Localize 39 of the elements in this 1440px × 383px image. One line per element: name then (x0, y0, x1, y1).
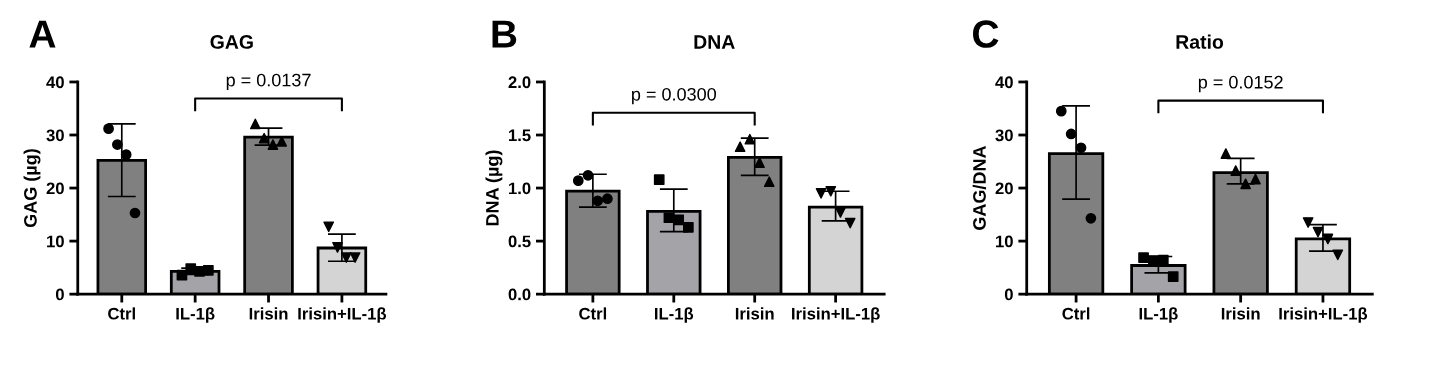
x-tick-label: IL-1β (176, 307, 215, 323)
y-tick-label: 20 (995, 182, 1013, 195)
y-axis-title: GAG/DNA (972, 145, 987, 230)
x-tick-label: Irisin (249, 307, 288, 320)
chart-title: GAG (210, 35, 253, 49)
y-axis-title: DNA (µg) (485, 150, 503, 226)
text: A (29, 20, 56, 48)
text: B (492, 20, 517, 48)
y-axis-title: GAG (µg) (23, 149, 41, 228)
chart-title: Ratio (1176, 34, 1224, 49)
y-tick-label: 40 (46, 76, 64, 89)
chart-title: DNA (694, 35, 735, 49)
x-tick-label: Irisin+IL-1β (792, 307, 880, 323)
y-tick-label: 2.0 (508, 76, 531, 89)
x-tick-label: Ctrl (579, 307, 607, 320)
y-tick-label: 10 (47, 235, 64, 248)
y-tick-label: 30 (46, 129, 64, 142)
text: C (973, 20, 999, 48)
x-tick-label: Ctrl (108, 307, 135, 320)
x-tick-label: Ctrl (1062, 307, 1090, 320)
y-tick-label: 20 (46, 182, 64, 195)
x-tick-label: IL-1β (1139, 307, 1178, 323)
annotation: p = 0.0300 (632, 87, 716, 105)
x-tick-label: Irisin (1221, 307, 1260, 320)
y-tick-label: 40 (995, 76, 1013, 89)
y-tick-label: 1.0 (509, 182, 531, 195)
y-tick-label: 0 (55, 288, 64, 301)
x-tick-label: Irisin+IL-1β (1279, 307, 1368, 323)
x-tick-label: Irisin (735, 307, 774, 320)
y-tick-label: 0 (1004, 288, 1013, 301)
y-tick-label: 30 (995, 129, 1013, 142)
annotation: p = 0.0137 (226, 73, 311, 91)
y-tick-label: 1.5 (509, 129, 531, 142)
y-tick-label: 0.5 (508, 235, 531, 248)
y-tick-label: 0.0 (508, 288, 531, 301)
x-tick-label: Irisin+IL-1β (298, 307, 387, 323)
x-tick-label: IL-1β (655, 307, 694, 323)
y-tick-label: 10 (996, 235, 1013, 248)
annotation: p = 0.0152 (1198, 75, 1283, 93)
